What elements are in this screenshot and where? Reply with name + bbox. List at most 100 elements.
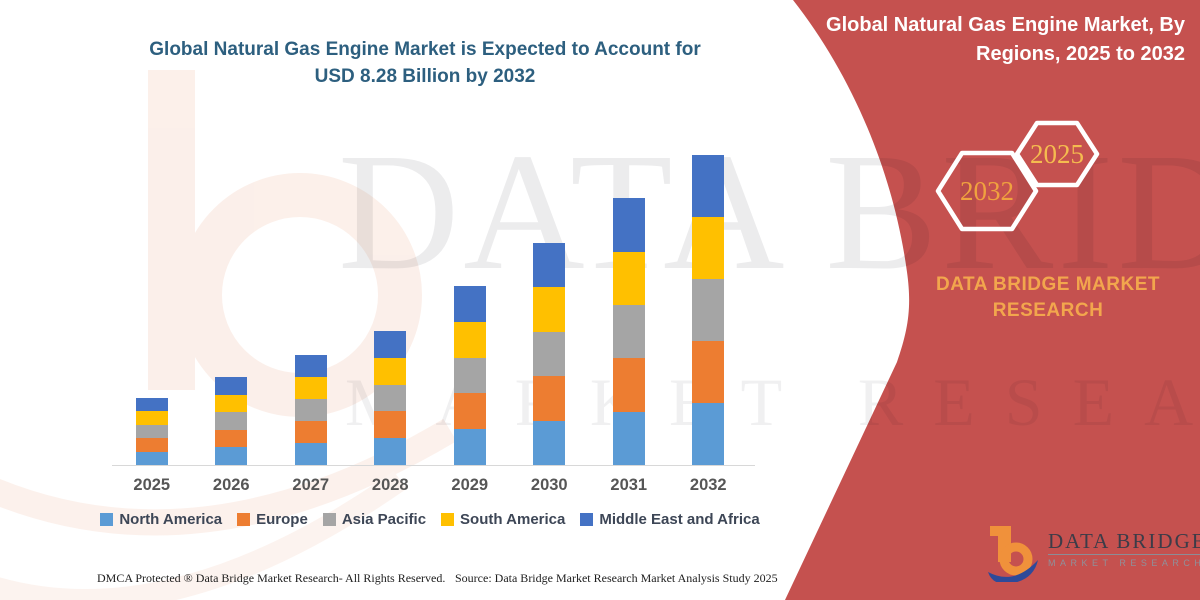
bar-segment xyxy=(374,357,407,385)
bar-slot-2027 xyxy=(271,140,351,465)
legend-label: Europe xyxy=(256,511,308,528)
x-tick-label: 2029 xyxy=(451,476,489,494)
bar-segment xyxy=(453,357,486,394)
x-tick-label: 2032 xyxy=(689,476,727,494)
bar-slot-2031 xyxy=(589,140,669,465)
bar-segment xyxy=(135,398,168,412)
bar-segment xyxy=(215,377,248,395)
legend-swatch-icon xyxy=(100,513,114,526)
stacked-bar-2027 xyxy=(294,355,327,465)
bar-segment xyxy=(215,429,248,448)
x-tick-label: 2028 xyxy=(371,476,409,494)
bar-segment xyxy=(692,155,725,217)
bar-segment xyxy=(692,403,725,465)
stacked-bar-2026 xyxy=(215,377,248,465)
bar-segment xyxy=(612,198,645,252)
bar-segment xyxy=(533,420,566,465)
stacked-bar-2030 xyxy=(533,243,566,465)
bar-slot-2028 xyxy=(351,140,431,465)
bar-segment xyxy=(612,251,645,305)
dmca-notice: DMCA Protected ® Data Bridge Market Rese… xyxy=(97,571,446,585)
bar-slot-2029 xyxy=(430,140,510,465)
bar-segment xyxy=(453,286,486,322)
panel-title-line2: Regions, 2025 to 2032 xyxy=(976,43,1185,65)
chart-legend: North America Europe Asia Pacific South Ame… xyxy=(100,511,760,528)
stacked-bar-2028 xyxy=(374,331,407,465)
x-axis-line xyxy=(112,465,755,466)
bar-segment xyxy=(692,279,725,341)
bar-segment xyxy=(294,377,327,399)
hexagon-2032 xyxy=(935,150,1039,232)
legend-label: Asia Pacific xyxy=(341,511,427,528)
panel-title-line1: Global Natural Gas Engine Market, By xyxy=(826,14,1185,36)
bar-segment xyxy=(135,424,168,439)
stacked-bar-2032 xyxy=(692,155,725,465)
bar-segment xyxy=(692,341,725,403)
bar-slot-2030 xyxy=(510,140,590,465)
bar-segment xyxy=(135,438,168,452)
bar-segment xyxy=(135,451,168,465)
logo-name: DATA BRIDGE xyxy=(1048,530,1200,555)
bar-segment xyxy=(215,447,248,465)
legend-item: North America xyxy=(100,511,222,528)
bar-segment xyxy=(533,331,566,377)
stacked-bar-2025 xyxy=(135,398,168,465)
bar-segment xyxy=(533,243,566,288)
chart-title-line2: USD 8.28 Billion by 2032 xyxy=(314,66,536,87)
bar-segment xyxy=(612,411,645,465)
source-note: Source: Data Bridge Market Research Mark… xyxy=(455,571,778,585)
bar-segment xyxy=(612,358,645,412)
bar-segment xyxy=(533,287,566,332)
x-tick-label: 2025 xyxy=(133,476,171,494)
bar-slot-2032 xyxy=(669,140,749,465)
bar-segment xyxy=(374,384,407,412)
chart-title: Global Natural Gas Engine Market is Expe… xyxy=(110,36,740,90)
x-axis-labels: 2025 2026 2027 2028 2029 2030 2031 2032 xyxy=(112,476,748,495)
hexagon-2032-label: 2032 xyxy=(960,176,1014,206)
brand-wordmark: DATA BRIDGE MARKET RESEARCH xyxy=(918,272,1178,324)
bar-slot-2026 xyxy=(192,140,272,465)
bar-segment xyxy=(294,355,327,377)
brand-line1: DATA BRIDGE MARKET xyxy=(936,274,1160,295)
bar-segment xyxy=(294,399,327,421)
bar-segment xyxy=(294,421,327,443)
bar-slot-2025 xyxy=(112,140,192,465)
bar-segment xyxy=(692,217,725,279)
legend-swatch-icon xyxy=(441,513,455,526)
stacked-bar-2029 xyxy=(453,286,486,465)
x-tick-label: 2030 xyxy=(530,476,568,494)
x-tick-label: 2027 xyxy=(292,476,330,494)
legend-item: Middle East and Africa xyxy=(580,511,760,528)
legend-item: Asia Pacific xyxy=(322,511,427,528)
bar-segment xyxy=(294,443,327,465)
bar-segment xyxy=(374,411,407,439)
legend-swatch-icon xyxy=(322,513,336,526)
hexagon-2025-label: 2025 xyxy=(1030,139,1084,169)
stacked-bar-2031 xyxy=(612,198,645,465)
bar-segment xyxy=(453,429,486,465)
chart-title-line1: Global Natural Gas Engine Market is Expe… xyxy=(149,39,701,60)
legend-label: Middle East and Africa xyxy=(599,511,760,528)
x-tick-label: 2031 xyxy=(610,476,648,494)
logo-icon xyxy=(988,526,1038,582)
bar-segment xyxy=(374,438,407,465)
x-tick-label: 2026 xyxy=(212,476,250,494)
bar-segment xyxy=(453,321,486,358)
logo-text: DATA BRIDGE MARKET RESEARCH xyxy=(1048,530,1200,568)
bar-segment xyxy=(612,304,645,359)
bar-segment xyxy=(135,411,168,425)
bar-segment xyxy=(215,394,248,413)
legend-label: North America xyxy=(119,511,223,528)
legend-swatch-icon xyxy=(580,513,594,526)
legend-label: South America xyxy=(460,511,566,528)
data-bridge-logo: DATA BRIDGE MARKET RESEARCH xyxy=(986,520,1200,582)
bar-segment xyxy=(215,412,248,430)
panel-title: Global Natural Gas Engine Market, By Reg… xyxy=(755,11,1185,69)
logo-subtitle: MARKET RESEARCH xyxy=(1048,558,1200,568)
brand-line2: RESEARCH xyxy=(992,300,1104,321)
bar-segment xyxy=(374,331,407,358)
legend-item: South America xyxy=(441,511,565,528)
legend-swatch-icon xyxy=(237,513,251,526)
bar-segment xyxy=(453,393,486,430)
